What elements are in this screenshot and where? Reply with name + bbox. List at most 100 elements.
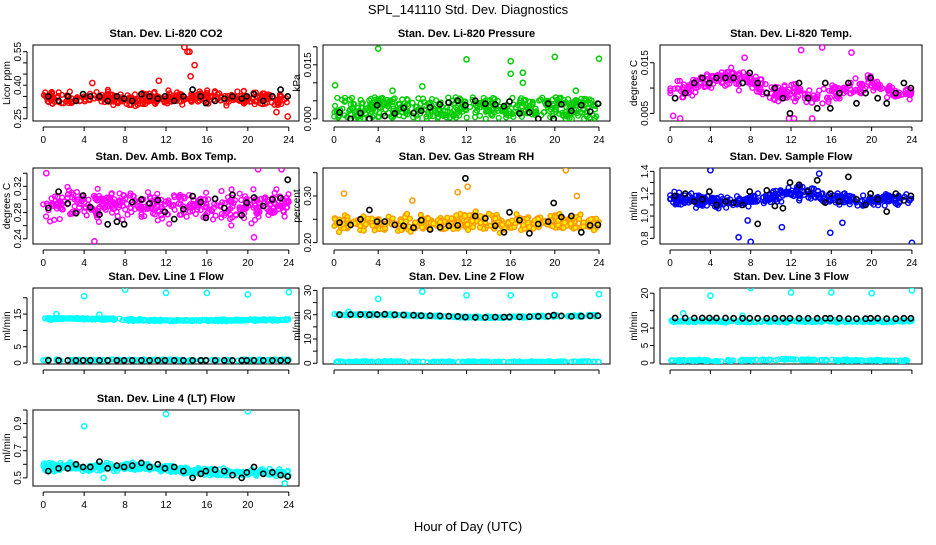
data-point [335,228,343,236]
data-point [197,317,204,324]
data-point [576,215,583,223]
hourly-mean-point [44,467,52,475]
x-tick-label: 8 [122,500,128,511]
data-point [841,86,848,94]
hourly-mean-point [277,86,284,94]
data-point [793,356,800,363]
data-point [110,101,117,109]
data-point [690,76,697,83]
hourly-mean-point [202,356,210,364]
hourly-mean-point [558,312,565,320]
panel-title: Stan. Dev. Line 2 Flow [409,271,525,283]
hourly-mean-point [454,221,462,229]
data-point [688,190,695,197]
data-point [781,82,788,89]
data-point [807,356,814,364]
plot-frame [32,44,300,122]
data-point [784,356,792,363]
hourly-mean-point [400,222,407,230]
hourly-mean-point [259,97,267,105]
outlier-point [735,233,742,241]
hourly-mean-point [137,459,145,467]
data-point [549,96,556,103]
data-point [824,94,831,101]
data-point [723,204,730,211]
data-point [888,84,896,91]
data-point [457,106,465,113]
hourly-mean-point [586,108,594,115]
hourly-mean-point [594,100,602,108]
hourly-mean-point [72,97,80,105]
hourly-mean-point [170,215,178,223]
outlier-point [250,234,258,241]
data-point [769,189,776,196]
data-point [59,206,66,213]
panel-title: Stan. Dev. Line 1 Flow [108,271,224,283]
data-point [331,102,339,110]
outlier-point [80,422,88,430]
hourly-mean-point [813,176,821,184]
hourly-mean-point [681,89,689,97]
hourly-mean-point [698,195,706,203]
data-point [138,206,145,213]
data-point [902,91,909,98]
hourly-mean-point [445,222,453,230]
data-point [572,98,579,106]
x-tick-label: 12 [461,135,473,146]
data-point [189,317,196,324]
hourly-mean-point [64,464,72,472]
panel-title: Stan. Dev. Amb. Box Temp. [96,151,237,163]
data-point [351,311,358,318]
data-point [674,199,681,206]
x-tick-label: 4 [375,135,381,146]
hourly-mean-point [491,101,499,108]
data-point [252,202,259,209]
hourly-mean-point [113,93,121,100]
data-point [251,316,258,324]
x-tick-label: 12 [785,258,797,269]
hourly-mean-point [243,199,251,207]
outlier-point [454,188,462,196]
y-tick-label: 1.2 [640,186,651,200]
data-point [417,100,424,107]
hourly-mean-point [883,99,891,107]
data-point [130,316,137,324]
hourly-mean-point [410,224,417,232]
data-point [354,359,361,364]
data-point [138,213,145,220]
data-point [786,318,793,325]
hourly-mean-point [795,314,803,322]
data-point [747,78,754,86]
data-point [397,358,404,364]
hourly-mean-point [706,314,713,322]
x-tick-label: 24 [283,135,295,146]
hourly-mean-point [277,194,284,202]
outlier-point [507,57,515,65]
points [331,288,603,364]
hourly-mean-point [845,173,852,181]
data-point [406,215,414,222]
hourly-mean-point [268,468,276,476]
data-point [180,317,187,324]
data-point [430,105,437,112]
outlier-point [418,83,426,90]
data-point [760,356,767,363]
data-point [165,197,172,204]
hourly-mean-point [417,312,425,320]
hourly-mean-point [836,198,843,205]
outlier-point [826,229,834,237]
hourly-mean-point [96,211,103,218]
data-point [346,107,353,115]
data-point [503,114,510,121]
data-point [71,203,78,210]
hourly-mean-point [64,93,72,100]
data-point [247,316,254,323]
data-point [761,198,769,205]
outlier-point [744,217,752,224]
data-point [183,317,190,324]
outlier-point [464,183,471,191]
hourly-mean-point [746,69,754,77]
hourly-mean-point [874,314,882,322]
data-point [369,104,376,112]
data-point [543,358,550,364]
